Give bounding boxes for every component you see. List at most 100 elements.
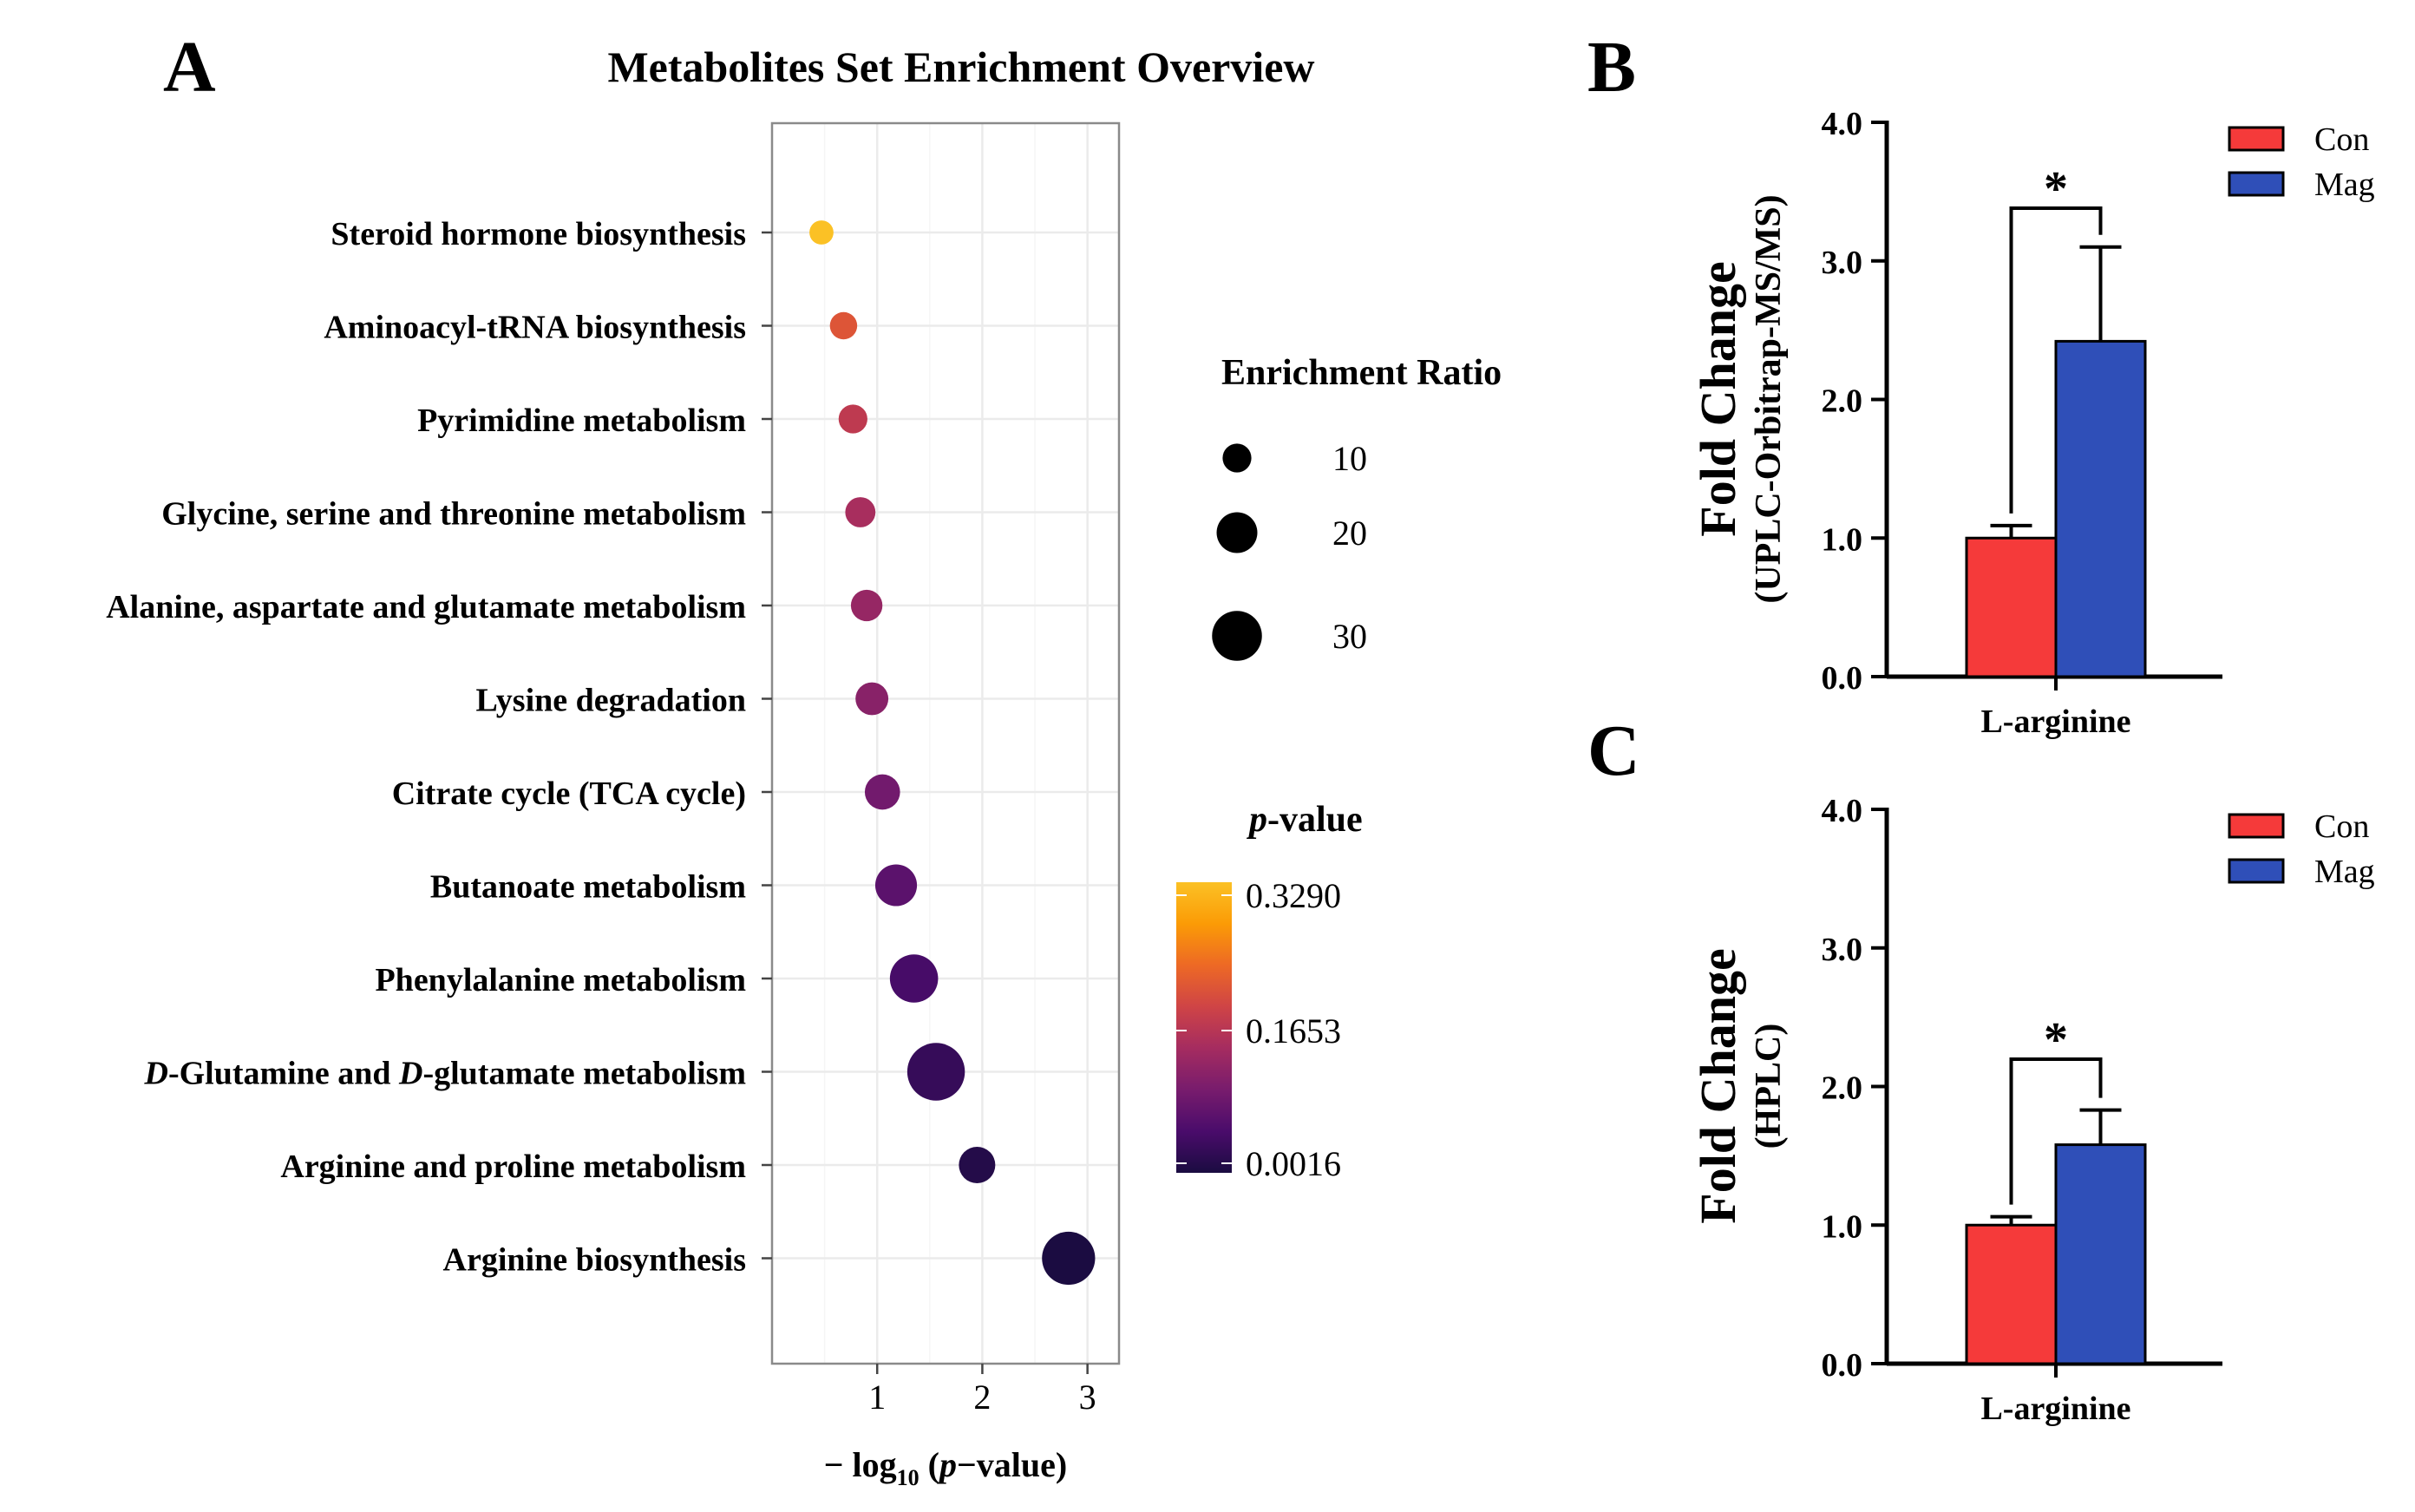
pathway-label: Pyrimidine metabolism [417,403,746,439]
y-axis-label: Fold Change [1690,948,1746,1223]
y-tick-label: 4.0 [1822,793,1863,829]
enrichment-point [850,589,883,622]
y-tick-label: 1.0 [1822,1208,1863,1245]
fold-change-panel-c: 0.0 1.0 2.0 3.0 4.0 L-arginine * Fold Change (HP… [1690,793,2375,1427]
pathway-label-part: Butanoate metabolism [430,869,746,906]
pathway-label-part: Alanine, aspartate and glutamate metabol… [106,589,746,625]
enrichment-point [1042,1231,1096,1286]
pathway-label: Steroid hormone biosynthesis [331,216,746,252]
pathway-label-part: D [144,1056,168,1092]
enrichment-points [809,220,1096,1286]
y-axis-label: Fold Change [1690,261,1746,536]
legend-swatch-mag [2228,858,2285,884]
legend-label-con: Con [2314,121,2369,158]
panel-label-a: A [163,27,216,108]
color-legend-bar [1176,882,1232,1173]
color-legend-tick-label: 0.3290 [1246,876,1341,915]
significance-star: * [2044,162,2068,216]
enrichment-point [959,1147,996,1183]
pathway-label-part: Phenylalanine metabolism [375,962,746,998]
enrichment-x-ticks: 1 2 3 [868,1364,1096,1417]
panel-label-c: C [1587,710,1640,791]
pathway-label: Aminoacyl-tRNA biosynthesis [324,310,746,346]
enrichment-point [906,1043,965,1101]
enrichment-point [838,404,867,434]
y-tick-label: 2.0 [1822,383,1863,420]
pathway-label-part: Glycine, serine and threonine metabolism [161,496,746,533]
legend-swatch-mag [2228,171,2285,197]
enrichment-point [874,864,918,907]
size-legend-label: 10 [1332,439,1367,478]
size-legend-label: 30 [1332,617,1367,656]
bar-con [1965,1223,2058,1365]
pathway-label: Arginine and proline metabolism [280,1149,746,1185]
bar-con [1965,536,2058,678]
legend-label-mag: Mag [2314,167,2375,203]
enrichment-title: Metabolites Set Enrichment Overview [607,43,1314,91]
pathway-label: D-Glutamine and D-glutamate metabolism [144,1056,747,1092]
color-legend-ticks: 0.3290 0.1653 0.0016 [1176,876,1341,1183]
size-legend-circle [1216,512,1258,553]
pathway-label: Arginine biosynthesis [443,1242,746,1279]
y-tick-label: 0.0 [1822,660,1863,697]
y-axis-sublabel: (HPLC) [1749,1024,1789,1149]
bar-mag [2054,339,2147,678]
panel-label-b: B [1587,27,1636,108]
y-tick-label: 3.0 [1822,245,1863,281]
y-tick-label: 4.0 [1822,106,1863,142]
x-category-label: L-arginine [1980,704,2130,740]
size-legend-circle [1212,611,1262,661]
color-legend-tick-label: 0.1653 [1246,1011,1341,1051]
pathway-label: Glycine, serine and threonine metabolism [161,496,746,533]
pathway-label-part: -glutamate metabolism [422,1056,746,1092]
enrichment-x-tick-label: 1 [868,1378,886,1417]
pathway-label-part: Aminoacyl-tRNA biosynthesis [324,310,746,346]
y-axis-sublabel: (UPLC-Orbitrap-MS/MS) [1749,194,1789,603]
size-legend-title: Enrichment Ratio [1221,353,1502,393]
pathway-label-part: Lysine degradation [476,683,746,719]
pathway-label-part: Steroid hormone biosynthesis [331,216,746,252]
significance-star: * [2044,1013,2068,1067]
legend-label-con: Con [2314,808,2369,845]
enrichment-panel: Metabolites Set Enrichment Overview Ster… [106,43,1502,1490]
pathway-label-part: D [398,1056,422,1092]
size-legend: 10 20 30 [1212,439,1367,661]
legend-swatch-con [2228,126,2285,152]
legend-label-mag: Mag [2314,854,2375,890]
enrichment-point [845,497,876,527]
enrichment-x-axis-label: − log10 (p−value) [824,1445,1067,1490]
pathway-label-part: Pyrimidine metabolism [417,403,746,439]
pathway-label: Alanine, aspartate and glutamate metabol… [106,589,746,625]
enrichment-point [889,954,939,1003]
y-tick-label: 0.0 [1822,1347,1863,1384]
color-legend-title: p-value [1247,800,1363,840]
enrichment-point [864,774,900,810]
pathway-labels: Steroid hormone biosynthesis Aminoacyl-tR… [106,216,746,1279]
x-category-label: L-arginine [1980,1391,2130,1427]
y-tick-label: 2.0 [1822,1070,1863,1107]
pathway-label-part: Citrate cycle (TCA cycle) [392,776,746,812]
pathway-label: Butanoate metabolism [430,869,746,906]
fold-change-panel-b: 0.0 1.0 2.0 3.0 4.0 L-arginine * Fold Change (UP… [1690,106,2375,740]
bar-mag [2054,1143,2147,1365]
enrichment-point [829,311,858,340]
significance-bracket [2009,1057,2103,1205]
enrichment-plot-frame [770,121,1121,1365]
enrichment-gridlines [772,123,1119,1364]
enrichment-x-tick-label: 3 [1079,1378,1096,1417]
y-tick-label: 3.0 [1822,932,1863,968]
pathway-label: Lysine degradation [476,683,746,719]
enrichment-x-tick-label: 2 [973,1378,991,1417]
pathway-label: Citrate cycle (TCA cycle) [392,776,746,812]
size-legend-circle [1222,443,1252,473]
pathway-label-part: Arginine and proline metabolism [280,1149,746,1185]
color-legend-tick-label: 0.0016 [1246,1144,1341,1183]
pathway-label: Phenylalanine metabolism [375,962,746,998]
size-legend-label: 20 [1332,514,1367,553]
legend-swatch-con [2228,813,2285,839]
pathway-label-part: -Glutamine and [168,1056,399,1092]
enrichment-point [855,682,889,716]
pathway-ticks [762,231,772,1260]
significance-bracket [2009,206,2103,514]
